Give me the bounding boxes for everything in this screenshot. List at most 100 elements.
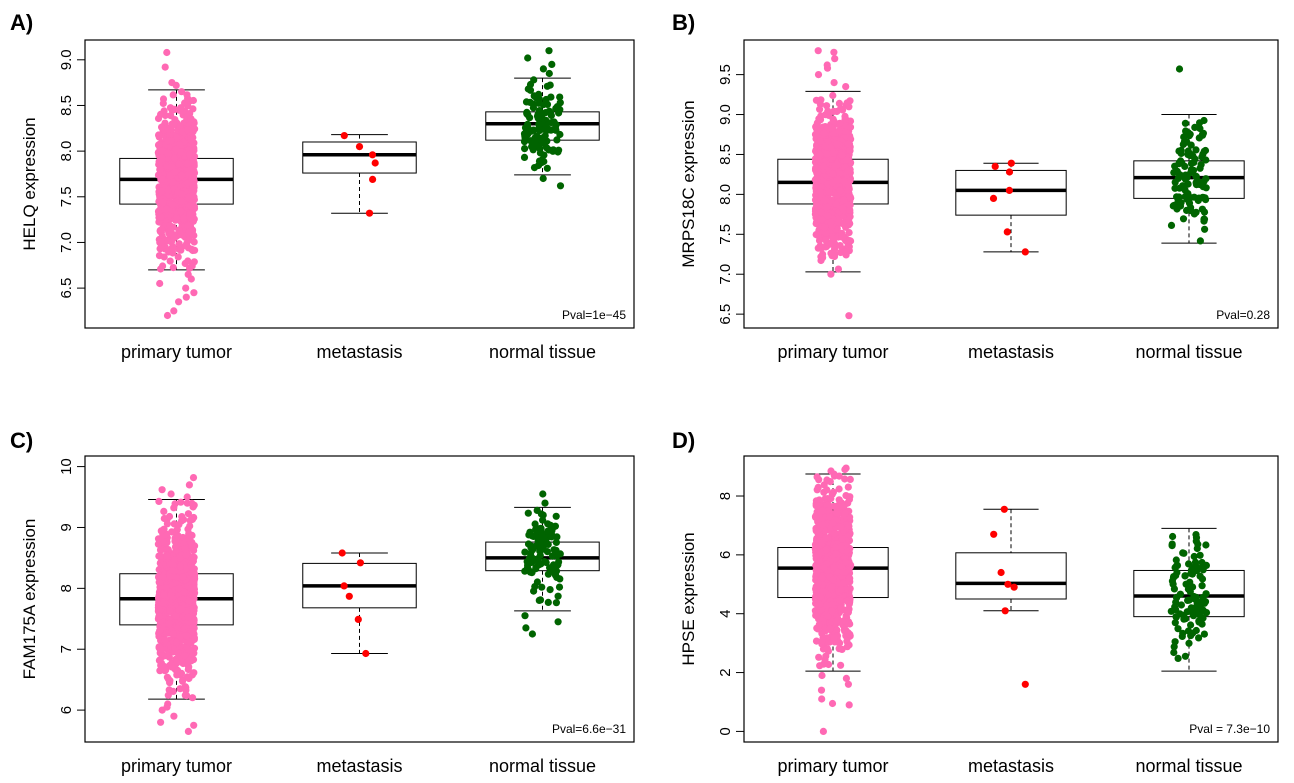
data-point <box>188 627 196 635</box>
data-point <box>1199 606 1207 614</box>
data-point <box>1186 578 1194 586</box>
y-tick-label: 8.0 <box>717 184 734 205</box>
data-point <box>1173 193 1181 201</box>
data-point <box>1175 159 1183 167</box>
data-point <box>823 102 831 110</box>
data-point <box>170 307 178 315</box>
data-point <box>158 175 167 183</box>
y-tick-label: 7 <box>58 645 75 653</box>
data-point <box>551 571 560 579</box>
data-point <box>817 549 825 557</box>
data-point <box>842 558 850 566</box>
data-point <box>819 507 827 515</box>
data-point <box>828 583 836 591</box>
data-point <box>173 659 181 667</box>
data-point <box>846 123 855 131</box>
data-point <box>823 501 832 509</box>
data-point <box>340 132 348 140</box>
data-point <box>814 71 823 79</box>
data-point <box>369 175 377 183</box>
y-tick-label: 6 <box>58 706 75 714</box>
data-point <box>827 218 835 226</box>
data-point <box>818 671 826 680</box>
data-point <box>812 611 820 620</box>
data-point <box>830 79 838 87</box>
data-point <box>837 523 845 531</box>
data-point <box>340 582 348 590</box>
data-point <box>164 149 172 157</box>
data-point <box>814 177 822 185</box>
data-point <box>190 238 198 246</box>
data-point <box>554 618 562 626</box>
data-point <box>167 163 176 171</box>
data-point <box>543 164 551 172</box>
data-point <box>830 118 838 126</box>
data-point <box>826 478 834 486</box>
x-tick-label: primary tumor <box>121 756 232 776</box>
data-point <box>166 257 174 265</box>
data-point <box>1198 582 1206 590</box>
data-point <box>552 599 561 607</box>
data-point <box>1171 178 1179 186</box>
y-tick-label: 0 <box>717 727 734 735</box>
data-point <box>845 177 854 185</box>
data-point <box>845 229 853 237</box>
data-point <box>538 134 546 142</box>
data-point <box>184 94 192 102</box>
data-point <box>556 182 565 190</box>
data-point <box>186 522 194 530</box>
data-point <box>812 527 820 535</box>
data-point <box>844 186 852 195</box>
data-point <box>832 617 840 625</box>
data-point <box>1200 215 1208 223</box>
data-point <box>183 493 191 501</box>
data-point <box>547 533 556 541</box>
data-point <box>155 252 164 260</box>
data-point <box>1184 627 1192 635</box>
data-point <box>177 104 185 112</box>
data-point <box>1184 596 1192 605</box>
data-point <box>177 498 185 506</box>
data-point <box>1191 123 1199 131</box>
data-point <box>1193 544 1201 553</box>
data-point <box>189 181 197 190</box>
data-point <box>155 656 163 665</box>
data-point <box>169 562 177 570</box>
data-point <box>163 651 171 659</box>
data-point <box>842 492 850 500</box>
data-point <box>184 510 192 518</box>
y-tick-label: 7.0 <box>717 264 734 285</box>
y-tick-label: 9 <box>58 523 75 531</box>
data-point <box>544 126 552 134</box>
data-point <box>839 568 848 576</box>
data-point <box>182 686 190 694</box>
data-point <box>157 213 165 221</box>
data-point <box>155 140 163 149</box>
data-point <box>163 48 171 57</box>
y-tick-label: 8 <box>58 584 75 592</box>
data-point <box>187 202 195 210</box>
data-point <box>174 532 182 540</box>
data-point <box>157 527 165 535</box>
data-point <box>835 485 843 493</box>
data-point <box>813 473 821 481</box>
data-point <box>521 548 529 556</box>
data-point <box>828 607 836 615</box>
y-axis-label: HPSE expression <box>679 532 698 665</box>
data-point <box>188 542 196 550</box>
data-point <box>167 137 175 145</box>
data-point <box>190 617 198 625</box>
data-point <box>172 145 180 153</box>
data-point <box>837 586 845 594</box>
data-point <box>1187 566 1196 574</box>
data-point <box>554 148 562 156</box>
data-point <box>813 126 821 134</box>
data-point <box>1201 225 1209 233</box>
data-point <box>545 47 553 55</box>
data-point <box>157 718 165 726</box>
data-point <box>167 490 175 498</box>
y-tick-label: 8.5 <box>58 95 75 116</box>
data-point <box>168 663 176 671</box>
data-point <box>542 558 550 567</box>
data-point <box>829 149 837 157</box>
